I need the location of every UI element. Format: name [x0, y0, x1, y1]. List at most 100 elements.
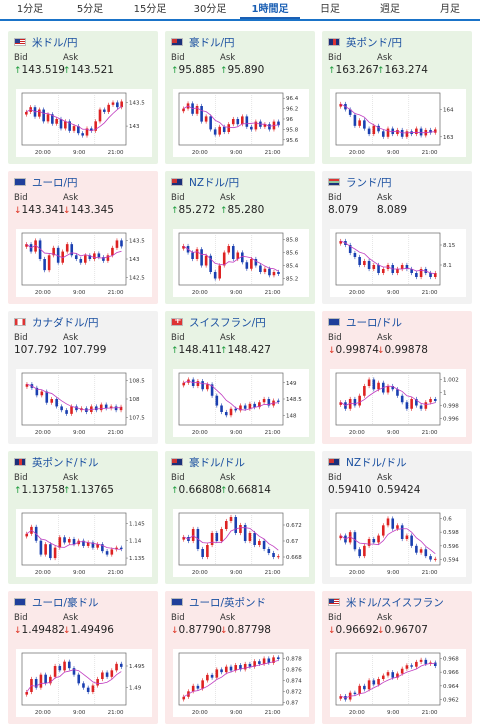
price-chart[interactable]: 85.8 85.6 85.4 85.2 20:00 9:00 21:00 [173, 229, 309, 297]
price-chart[interactable]: 1.002 1 0.998 0.996 20:00 9:00 21:00 [330, 369, 466, 437]
bid-ask-values: ↑163.267 ↑163.274 [322, 64, 472, 78]
currency-pair-link[interactable]: ユーロ/円 [32, 176, 78, 189]
currency-card[interactable]: 米ドル/スイスフラン Bid Ask ↓0.96692 ↓0.96707 0.968 0.9… [322, 591, 472, 724]
ask-value-wrap: ↑143.521 [63, 64, 114, 78]
tab-4[interactable]: 30分足 [193, 4, 227, 15]
currency-card[interactable]: ランド/円 Bid Ask 8.079 8.089 8.15 8.1 20:00 9:00 21:… [322, 171, 472, 304]
currency-card[interactable]: スイスフラン/円BidAsk↑148.411↑148.427149148.514… [165, 311, 315, 444]
currency-card[interactable]: ユーロ/豪ドル Bid Ask ↓1.49482 ↓1.49496 1.495 1.49 20… [8, 591, 158, 724]
currency-pair-link[interactable]: 米ドル/円 [32, 36, 78, 49]
candlestick-chart: 0.6 0.598 0.596 0.594 20:00 9:00 21:00 [335, 512, 459, 576]
currency-card[interactable]: ユーロ/円 Bid Ask ↓143.341 ↓143.345 143.5 143 142.5… [8, 171, 158, 304]
currency-pair-link[interactable]: スイスフラン/円 [189, 316, 266, 329]
price-chart[interactable]: 8.15 8.1 20:00 9:00 21:00 [330, 229, 466, 297]
candle-body [381, 131, 385, 137]
price-chart[interactable]: 108.5 108 107.5 20:00 9:00 21:00 [16, 369, 152, 437]
price-chart[interactable]: 0.672 0.67 0.668 20:00 9:00 21:00 [173, 509, 309, 577]
price-chart[interactable]: 143.5 143 142.5 20:00 9:00 21:00 [16, 229, 152, 297]
currency-pair-link[interactable]: 豪ドル/円 [189, 36, 235, 49]
price-chart[interactable]: 0.6 0.598 0.596 0.594 20:00 9:00 21:00 [330, 509, 466, 577]
price-chart[interactable]: 149 148.5 148 20:00 9:00 21:00 [173, 369, 309, 437]
candle-body [231, 246, 235, 259]
bid-price: 8.079 [328, 204, 359, 216]
us-flag-icon [14, 38, 26, 46]
price-chart[interactable]: 143.5 143 20:00 9:00 21:00 [16, 89, 152, 157]
candle-body [243, 525, 247, 541]
candle-body [91, 542, 95, 548]
ask-label: Ask [220, 613, 236, 623]
currency-card[interactable]: NZドル/ドル Bid Ask 0.59410 0.59424 0.6 0.598 0.596… [322, 451, 472, 584]
currency-card[interactable]: NZドル/円 Bid Ask ↑85.272 ↑85.280 85.8 85.6 85.4 85… [165, 171, 315, 304]
price-chart[interactable]: 96.4 96.2 96 95.8 95.6 20:00 9:00 21:00 [173, 89, 309, 157]
candle-body [236, 252, 240, 259]
arrow-down-icon: ↓ [220, 626, 228, 636]
y-tick-label: 85.4 [286, 264, 299, 270]
currency-card[interactable]: 英ポンド/円 Bid Ask ↑163.267 ↑163.274 164 163 20:00 9… [322, 31, 472, 164]
candle-body [367, 128, 371, 135]
moving-average-line [340, 385, 436, 406]
currency-header: 豪ドル/ドル [165, 454, 315, 470]
currency-card[interactable]: カナダドル/円 Bid Ask 107.792 107.799 108.5 108 107.5… [8, 311, 158, 444]
currency-card[interactable]: 米ドル/円 Bid Ask ↑143.519 ↑143.521 143.5 143 20:00… [8, 31, 158, 164]
currency-pair-link[interactable]: NZドル/ドル [346, 456, 407, 469]
currency-pair-link[interactable]: ユーロ/英ポンド [189, 596, 267, 609]
x-tick-label: 21:00 [265, 710, 281, 716]
x-tick-label: 20:00 [35, 150, 51, 156]
tab-6[interactable]: 日足 [320, 4, 340, 15]
tab-8[interactable]: 月足 [440, 4, 460, 15]
price-chart[interactable]: 0.878 0.876 0.874 0.872 0.87 20:00 9:00 21:00 [173, 649, 309, 717]
candle-body [267, 399, 271, 406]
x-tick-label: 20:00 [35, 710, 51, 716]
currency-pair-link[interactable]: ユーロ/豪ドル [32, 596, 99, 609]
currency-pair-link[interactable]: カナダドル/円 [32, 316, 99, 329]
candle-body [372, 265, 376, 269]
price-chart[interactable]: 0.968 0.966 0.964 0.962 20:00 9:00 21:00 [330, 649, 466, 717]
currency-pair-link[interactable]: 豪ドル/ドル [189, 456, 246, 469]
currency-card[interactable]: 豪ドル/円 Bid Ask ↑95.885 ↑95.890 96.4 96.2 96 95.8 9… [165, 31, 315, 164]
candle-body [43, 259, 46, 271]
currency-pair-link[interactable]: 英ポンド/円 [346, 36, 403, 49]
currency-card[interactable]: 英ポンド/ドル Bid Ask ↑1.13758 ↑1.13765 1.145 1.14 1.… [8, 451, 158, 584]
currency-pair-link[interactable]: 米ドル/スイスフラン [346, 596, 444, 609]
candle-body [195, 106, 199, 114]
tab-2[interactable]: 5分足 [76, 4, 104, 15]
price-chart[interactable]: 164 163 20:00 9:00 21:00 [330, 89, 466, 157]
currency-pair-link[interactable]: 英ポンド/ドル [32, 456, 99, 469]
currency-pair-link[interactable]: ランド/円 [346, 176, 392, 189]
bid-ask-values: ↓1.49482 ↓1.49496 [8, 624, 158, 638]
candle-body [386, 518, 390, 526]
x-tick-label: 20:00 [349, 710, 365, 716]
price-chart[interactable]: 1.495 1.49 20:00 9:00 21:00 [16, 649, 152, 717]
candle-body [248, 403, 252, 409]
currency-pair-link[interactable]: NZドル/円 [189, 176, 240, 189]
tab-7[interactable]: 週足 [380, 4, 400, 15]
candlestick-chart: 108.5 108 107.5 20:00 9:00 21:00 [21, 372, 145, 436]
candle-body [272, 657, 275, 663]
y-tick-label: 143.5 [129, 238, 145, 244]
price-chart[interactable]: 1.145 1.14 1.135 20:00 9:00 21:00 [16, 509, 152, 577]
bid-ask-labels: Bid Ask [8, 53, 158, 64]
x-tick-label: 20:00 [192, 570, 208, 576]
candle-body [49, 544, 52, 559]
currency-card[interactable]: 豪ドル/ドル Bid Ask ↑0.66808 ↑0.66814 0.672 0.67 0.6… [165, 451, 315, 584]
bid-price: 163.267 [335, 64, 379, 76]
tab-5[interactable]: 1時間足 [240, 0, 300, 19]
tab-1[interactable]: 1分足 [16, 4, 44, 15]
bid-ask-labels: Bid Ask [165, 473, 315, 484]
candle-body [433, 129, 437, 133]
candle-body [72, 539, 76, 545]
gb-flag-icon [328, 38, 340, 46]
currency-card[interactable]: ユーロ/英ポンド Bid Ask ↓0.87790 ↓0.87798 0.878 0.876… [165, 591, 315, 724]
x-tick-label: 9:00 [387, 150, 400, 156]
candle-body [46, 114, 50, 122]
candle-body [353, 114, 357, 126]
bid-label: Bid [328, 473, 342, 483]
ask-price: 0.87798 [227, 624, 271, 636]
candle-body [47, 255, 51, 271]
tab-3[interactable]: 15分足 [133, 4, 167, 15]
candle-body [58, 666, 62, 671]
candle-body [210, 533, 214, 545]
arrow-down-icon: ↓ [171, 626, 179, 636]
currency-card[interactable]: ユーロ/ドル Bid Ask ↓0.99874 ↓0.99878 1.002 1 0.998 0… [322, 311, 472, 444]
currency-pair-link[interactable]: ユーロ/ドル [346, 316, 403, 329]
